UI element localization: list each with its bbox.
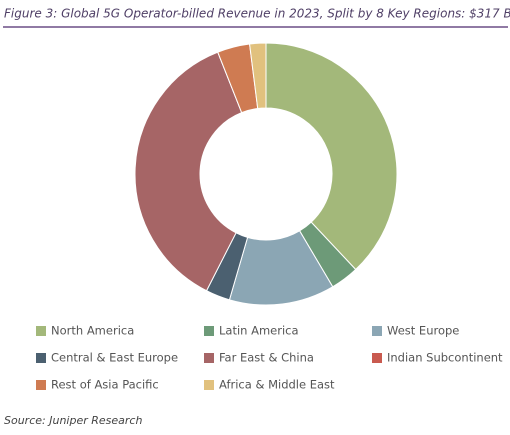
legend-label: Africa & Middle East (219, 378, 335, 392)
legend-label: Indian Subcontinent (387, 351, 503, 365)
legend-swatch (36, 380, 46, 390)
legend-swatch (36, 353, 46, 363)
legend-label: Far East & China (219, 351, 314, 365)
legend-label: Central & East Europe (51, 351, 178, 365)
legend-swatch (204, 326, 214, 336)
legend-label: West Europe (387, 324, 459, 338)
chart-title: Figure 3: Global 5G Operator-billed Reve… (4, 7, 510, 21)
legend-swatch (372, 326, 382, 336)
legend-swatch (372, 353, 382, 363)
legend-swatch (36, 326, 46, 336)
legend-label: Latin America (219, 324, 299, 338)
slice (134, 51, 243, 292)
slice (249, 42, 267, 110)
slice (265, 42, 398, 271)
legend-swatch (204, 353, 214, 363)
legend-label: Rest of Asia Pacific (51, 378, 159, 392)
source: Source: Juniper Research (4, 414, 142, 427)
legend-swatch (204, 380, 214, 390)
legend-label: North America (51, 324, 134, 338)
